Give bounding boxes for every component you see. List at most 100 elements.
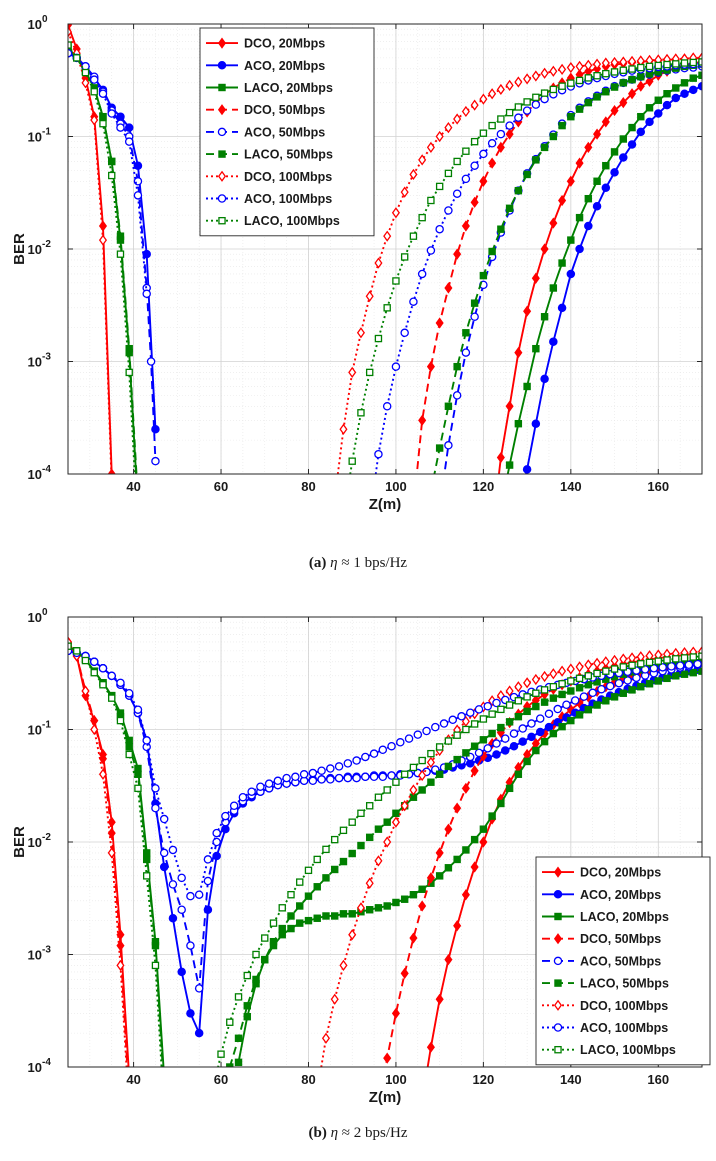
data-point [343,773,353,783]
data-point [509,729,519,738]
data-point [461,348,471,357]
figure-caption: (b) η ≈ 2 bps/Hz [308,1125,407,1141]
data-point [444,121,453,134]
data-point [356,902,365,914]
data-point [479,715,488,723]
data-point [444,823,453,835]
data-point [663,674,671,683]
data-point [619,663,628,671]
data-point [151,803,160,813]
data-point [409,297,418,306]
data-point [296,878,304,886]
data-point [444,282,453,294]
data-point [252,950,260,959]
data-point [116,123,125,132]
data-point [383,230,392,242]
data-point [462,725,470,734]
series-line [320,650,702,1067]
data-point [645,104,654,112]
data-point [217,194,227,203]
data-point [558,259,566,267]
data-point [619,153,628,162]
data-point [593,177,601,185]
data-point [474,748,484,758]
data-point [505,784,514,793]
data-point [505,121,514,130]
data-point [531,100,541,109]
data-point [496,141,505,154]
data-point [457,712,466,721]
series-laco-100mbps-high [217,652,702,1067]
data-point [348,849,356,858]
data-point [90,114,99,126]
data-point [488,710,496,718]
data-point [522,465,532,474]
data-point [400,800,409,812]
data-point [361,752,370,762]
series-aco-20mbps-high [522,81,702,474]
data-point [684,660,694,670]
data-point [505,685,514,697]
data-point [523,693,531,701]
data-point [540,374,549,384]
data-point [549,284,558,292]
data-point [108,694,116,702]
data-point [488,729,496,738]
data-point [566,61,575,74]
data-point [514,103,523,111]
x-tick-label: 120 [473,479,495,494]
data-point [567,236,575,244]
data-point [535,727,545,737]
series-aco-100mbps-low [68,48,151,299]
data-point [488,247,496,256]
data-point [400,186,409,198]
legend-entry: ACO, 50Mbps [206,125,325,139]
data-point [116,250,125,258]
data-point [452,189,462,198]
series-line [68,643,129,1067]
data-point [479,736,488,744]
series-laco-20mbps-high [505,71,702,474]
legend-entry: LACO, 50Mbps [206,148,333,162]
data-point [575,674,584,683]
data-point [667,662,676,671]
data-point [413,730,423,739]
data-point [124,689,134,698]
data-point [584,74,593,82]
data-point [278,904,286,912]
data-point [553,956,563,966]
data-point [151,456,160,466]
data-point [317,766,326,775]
data-point [514,419,523,428]
data-point [535,714,545,723]
data-point [470,835,479,844]
data-point [553,890,563,899]
data-point [483,744,493,753]
data-point [81,685,90,697]
data-point [159,814,169,824]
data-point [392,277,400,285]
data-point [177,905,186,914]
series-group [68,24,702,474]
data-point [689,653,697,661]
data-point [540,686,549,694]
data-point [672,672,680,680]
data-point [628,65,636,73]
data-point [554,979,562,987]
x-tick-label: 160 [647,1072,669,1087]
data-point [435,444,444,452]
legend-entry: LACO, 20Mbps [206,81,333,95]
y-tick-exponent: -1 [42,720,51,731]
data-point [365,802,374,810]
data-point [610,83,619,91]
data-point [479,129,488,137]
data-point [479,271,488,280]
data-point [461,889,470,901]
data-point [326,775,335,784]
data-point [540,698,549,706]
data-point [369,772,379,782]
data-point [514,697,523,705]
data-point [584,194,593,203]
data-point [444,737,453,745]
